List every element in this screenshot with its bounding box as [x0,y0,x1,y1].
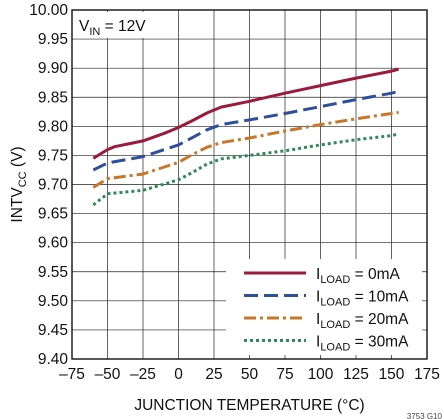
y-axis-title-main: INTV [9,187,26,223]
y-tick-label: 9.45 [38,322,68,339]
x-tick-labels: –75 –50 –25 0 25 50 75 100 125 150 175 [59,366,440,383]
legend-label-sub: LOAD [320,319,350,331]
figure-id: 3753 G10 [407,412,443,419]
y-tick-label: 9.65 [38,206,68,223]
y-tick-label: 9.85 [38,89,68,106]
x-axis-title: JUNCTION TEMPERATURE (°C) [134,397,364,414]
y-tick-label: 9.70 [38,177,69,194]
legend-label-tail: = 10mA [350,289,409,306]
series-line-2 [92,110,399,189]
x-tick-label: –25 [130,366,156,383]
y-tick-label: 9.80 [38,118,69,135]
legend-label-sub: LOAD [320,342,350,354]
y-axis-title-sub: CC [17,171,29,187]
x-tick-label: 25 [205,366,222,383]
legend-label-main: I [316,334,320,351]
legend-label-2: ILOAD = 20mA [316,311,409,331]
y-tick-label: 9.75 [38,147,68,164]
x-tick-label: 0 [174,366,183,383]
y-tick-label: 9.40 [38,351,69,368]
annotation-main: V [79,18,90,35]
series-line-3 [92,132,399,207]
legend-label-1: ILOAD = 10mA [316,289,409,309]
series-line-0 [92,67,399,160]
x-tick-label: 75 [276,366,293,383]
series-group [92,67,399,207]
x-tick-label: –50 [95,366,121,383]
y-tick-label: 9.55 [38,264,68,281]
annotation-background [74,12,178,38]
x-tick-label: 50 [241,366,259,383]
x-tick-label: 150 [379,366,405,383]
y-axis-title: INTVCC (V) [9,146,29,222]
legend-label-tail: = 0mA [350,266,400,283]
legend-label-sub: LOAD [320,274,350,286]
vin-annotation: VIN = 12V [79,18,146,38]
series-line-1 [92,89,399,172]
plot-frame [71,9,428,360]
grid [72,10,427,359]
legend-label-tail: = 30mA [350,334,409,351]
y-axis-title-tail: (V) [9,146,26,171]
x-tick-label: 175 [414,366,440,383]
annotation-tail: = 12V [100,18,146,35]
y-tick-label: 9.90 [38,60,69,77]
legend-label-tail: = 20mA [350,311,409,328]
legend-label-3: ILOAD = 30mA [316,334,409,354]
y-tick-label: 9.50 [38,293,69,310]
y-tick-label: 10.00 [29,2,68,19]
x-tick-label: 125 [343,366,369,383]
y-tick-label: 9.60 [38,235,69,252]
legend-label-main: I [316,266,320,283]
legend-label-0: ILOAD = 0mA [316,266,400,286]
legend-label-main: I [316,311,320,328]
x-tick-label: 100 [308,366,334,383]
legend-label-sub: LOAD [320,297,350,309]
y-tick-label: 9.95 [38,31,68,48]
legend-label-main: I [316,289,320,306]
x-tick-label: –75 [59,366,85,383]
annotation-sub: IN [89,26,100,38]
y-tick-labels: 9.40 9.45 9.50 9.55 9.60 9.65 9.70 9.75 9.80 9.85… [29,2,68,368]
